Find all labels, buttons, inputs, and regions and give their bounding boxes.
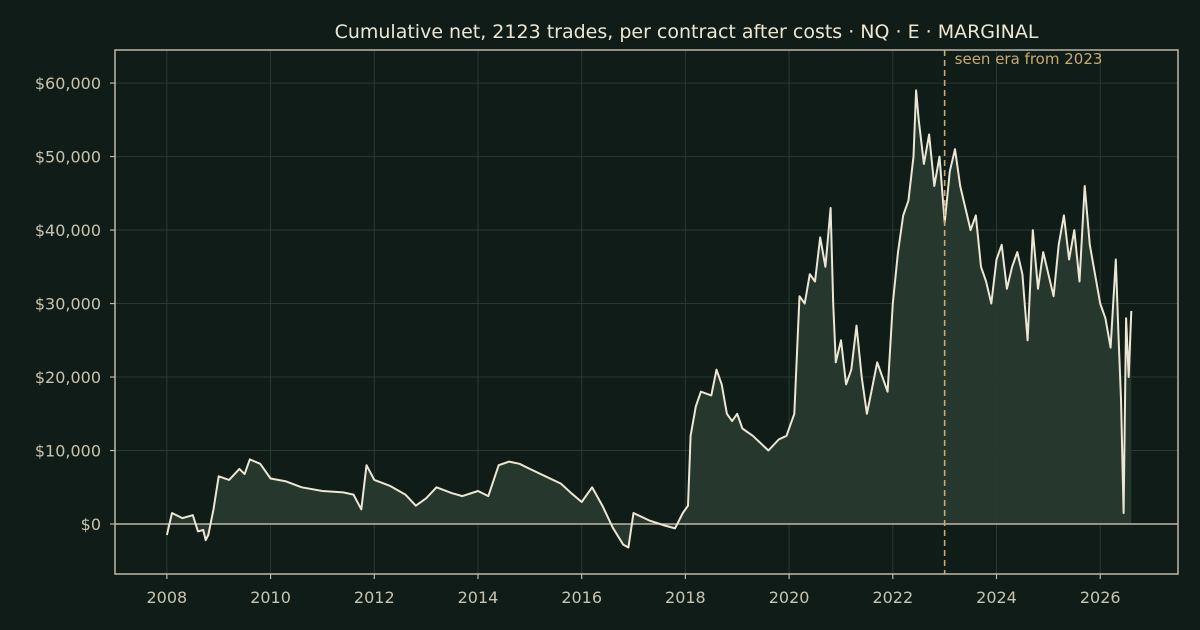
x-tick-label: 2016 <box>561 588 602 607</box>
seen-era-annotation: seen era from 2023 <box>955 50 1103 68</box>
x-tick-label: 2010 <box>250 588 291 607</box>
x-axis: 2008 2010 2012 2014 2016 2018 2020 2022 2024 2026 <box>146 574 1121 607</box>
y-tick-label: $10,000 <box>35 442 101 461</box>
y-tick-label: $60,000 <box>35 74 101 93</box>
x-tick-label: 2018 <box>665 588 706 607</box>
y-axis: $0 $10,000 $20,000 $30,000 $40,000 $50,000 $60… <box>35 74 115 534</box>
x-tick-label: 2014 <box>458 588 499 607</box>
plot-frame <box>114 49 1179 575</box>
x-tick-label: 2022 <box>872 588 913 607</box>
y-tick-label: $50,000 <box>35 148 101 167</box>
x-tick-label: 2008 <box>146 588 187 607</box>
series-area-fill <box>166 90 1132 548</box>
x-tick-label: 2020 <box>769 588 810 607</box>
y-tick-label: $30,000 <box>35 295 101 314</box>
y-tick-label: $40,000 <box>35 221 101 240</box>
y-tick-label: $20,000 <box>35 368 101 387</box>
x-tick-label: 2026 <box>1080 588 1121 607</box>
x-tick-label: 2024 <box>976 588 1017 607</box>
y-tick-label: $0 <box>81 515 101 534</box>
x-tick-label: 2012 <box>354 588 395 607</box>
chart-title: Cumulative net, 2123 trades, per contrac… <box>335 21 1039 43</box>
series-line <box>165 89 1133 549</box>
